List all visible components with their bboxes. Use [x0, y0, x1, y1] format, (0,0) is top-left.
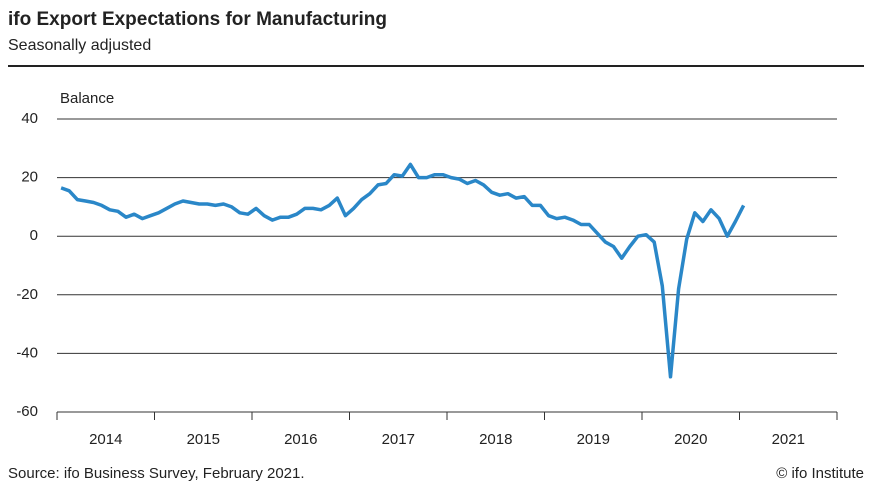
- y-tick-label: 20: [21, 169, 38, 186]
- y-tick-label: -40: [16, 344, 38, 361]
- x-tick-label: 2020: [674, 431, 707, 448]
- x-tick-label: 2019: [577, 431, 610, 448]
- x-tick-label: 2016: [284, 431, 317, 448]
- y-tick-label: -60: [16, 403, 38, 420]
- x-tick-label: 2015: [187, 431, 220, 448]
- y-tick-label: -20: [16, 286, 38, 303]
- source: Source: ifo Business Survey, February 20…: [8, 465, 305, 482]
- y-tick-label: 40: [21, 110, 38, 127]
- x-tick-label: 2018: [479, 431, 512, 448]
- chart-subtitle: Seasonally adjusted: [8, 37, 151, 54]
- y-axis-label: Balance: [60, 90, 114, 107]
- chart-title: ifo Export Expectations for Manufacturin…: [8, 9, 387, 30]
- y-tick-label: 0: [30, 227, 38, 244]
- data-line: [60, 162, 746, 379]
- credit: © ifo Institute: [776, 465, 864, 482]
- x-tick-label: 2021: [772, 431, 805, 448]
- x-tick-label: 2014: [89, 431, 122, 448]
- x-tick-label: 2017: [382, 431, 415, 448]
